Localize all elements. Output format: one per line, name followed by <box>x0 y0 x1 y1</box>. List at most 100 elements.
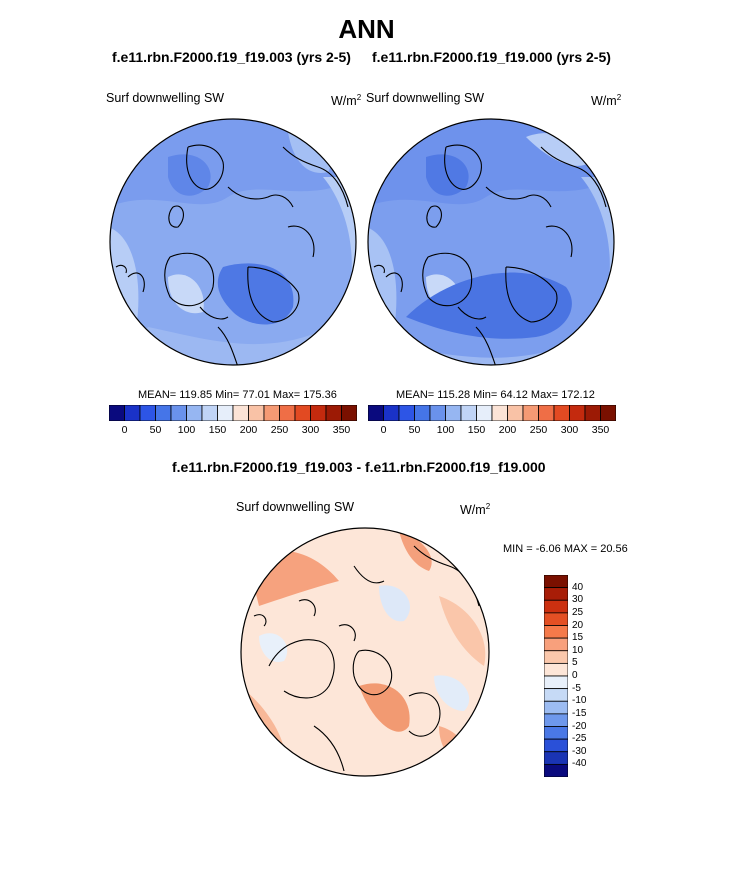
diff-colorbar-swatch <box>544 587 568 601</box>
colorbar-tick-label: 50 <box>408 424 421 436</box>
diff-colorbar-swatch <box>544 713 568 727</box>
diff-colorbar-tick-label: -25 <box>572 733 587 745</box>
colorbar-tick-label: 200 <box>498 424 517 436</box>
colorbar-swatch <box>538 405 555 421</box>
left-units-label: W/m2 <box>331 93 362 109</box>
diff-title: f.e11.rbn.F2000.f19_f19.003 - f.e11.rbn.… <box>172 459 546 475</box>
diff-shading-europe <box>359 683 410 732</box>
diff-colorbar-tick-label: 5 <box>572 657 578 669</box>
map-boundary <box>240 527 490 777</box>
colorbar-tick-label: 200 <box>239 424 258 436</box>
diff-colorbar-swatch <box>544 700 568 715</box>
diff-shading-blue-east <box>434 675 470 711</box>
colorbar-swatch <box>476 405 493 421</box>
colorbar-tick-label: 0 <box>380 424 387 436</box>
colorbar-swatch <box>600 405 616 421</box>
diff-colorbar <box>544 575 568 777</box>
map-boundary <box>367 118 615 366</box>
diff-colorbar-tick-label: 20 <box>572 619 584 631</box>
colorbar-swatch <box>491 405 508 421</box>
left-variable-label: Surf downwelling SW <box>106 91 225 105</box>
colorbar-tick-label: 150 <box>208 424 227 436</box>
colorbar-tick-label: 350 <box>591 424 610 436</box>
colorbar-tick-label: 0 <box>121 424 128 436</box>
diff-shading-north <box>399 531 432 571</box>
diff-colorbar-tick-label: 25 <box>572 606 584 618</box>
colorbar-swatch <box>248 405 265 421</box>
diff-colorbar-swatch <box>544 575 568 589</box>
diff-colorbar-swatch <box>544 751 568 765</box>
colorbar-swatch <box>124 405 141 421</box>
diff-colorbar-swatch <box>544 662 568 677</box>
colorbar-tick-label: 300 <box>560 424 579 436</box>
colorbar-swatch <box>445 405 462 421</box>
diff-colorbar-swatch <box>544 599 568 614</box>
diff-colorbar-swatch <box>544 637 568 652</box>
colorbar-swatch <box>186 405 203 421</box>
colorbar-swatch <box>569 405 586 421</box>
field-shading-pacific <box>288 132 331 173</box>
right-polar-map <box>367 118 615 366</box>
diff-colorbar-swatch <box>544 612 568 626</box>
diff-colorbar-swatch <box>544 738 568 753</box>
diff-colorbar-tick-label: -20 <box>572 720 587 732</box>
colorbar-swatch <box>522 405 539 421</box>
diff-colorbar-tick-label: -30 <box>572 745 587 757</box>
colorbar-tick-label: 300 <box>301 424 320 436</box>
colorbar-swatch <box>584 405 601 421</box>
colorbar-tick-label: 100 <box>436 424 455 436</box>
colorbar-swatch <box>383 405 400 421</box>
coastlines <box>373 144 607 365</box>
diff-colorbar-swatch <box>544 763 568 777</box>
colorbar-swatch <box>217 405 234 421</box>
colorbar-tick-label: 50 <box>149 424 162 436</box>
diff-colorbar-tick-label: 40 <box>572 581 584 593</box>
colorbar-tick-label: 250 <box>529 424 548 436</box>
colorbar-tick-label: 150 <box>467 424 486 436</box>
right-variable-label: Surf downwelling SW <box>366 91 485 105</box>
colorbar-swatch <box>263 405 280 421</box>
colorbar-tick-label: 350 <box>332 424 351 436</box>
colorbar-swatch <box>294 405 311 421</box>
diff-colorbar-tick-label: -40 <box>572 758 587 770</box>
colorbar-tick-label: 100 <box>177 424 196 436</box>
field-shading-pacific-east <box>581 177 614 297</box>
right-units-label: W/m2 <box>591 93 622 109</box>
colorbar-swatch <box>325 405 342 421</box>
colorbar-swatch <box>310 405 327 421</box>
colorbar-swatch <box>279 405 296 421</box>
diff-colorbar-tick-label: -10 <box>572 695 587 707</box>
diff-shading-blue-west <box>259 633 288 662</box>
right-stats: MEAN= 115.28 Min= 64.12 Max= 172.12 <box>396 389 595 401</box>
field-shading-pacific <box>526 133 591 166</box>
colorbar-swatch <box>139 405 156 421</box>
diff-colorbar-swatch <box>544 675 568 690</box>
right-colorbar <box>368 405 616 421</box>
coastlines <box>115 144 349 365</box>
diff-colorbar-swatch <box>544 688 568 702</box>
colorbar-swatch <box>429 405 446 421</box>
diff-colorbar-tick-label: 15 <box>572 632 584 644</box>
diff-colorbar-tick-label: 10 <box>572 644 584 656</box>
left-colorbar-ticks: 0 50 100 150 200 250 300 350 <box>109 424 357 438</box>
diff-polar-map <box>240 527 490 777</box>
colorbar-swatch <box>341 405 357 421</box>
left-stats: MEAN= 119.85 Min= 77.01 Max= 175.36 <box>138 389 337 401</box>
left-case-title: f.e11.rbn.F2000.f19_f19.003 (yrs 2-5) <box>112 49 351 65</box>
colorbar-swatch <box>368 405 384 421</box>
diff-colorbar-swatch <box>544 726 568 740</box>
diff-colorbar-tick-label: -15 <box>572 707 587 719</box>
colorbar-swatch <box>201 405 218 421</box>
diff-units-label: W/m2 <box>460 502 491 518</box>
diff-minmax: MIN = -6.06 MAX = 20.56 <box>503 543 628 555</box>
colorbar-swatch <box>398 405 415 421</box>
colorbar-tick-label: 250 <box>270 424 289 436</box>
colorbar-swatch <box>553 405 570 421</box>
diff-variable-label: Surf downwelling SW <box>236 500 355 514</box>
diff-colorbar-ticks: 40 30 25 20 15 10 5 0 -5 -10 -15 -20 -25 -30 -40 <box>572 575 612 777</box>
diff-colorbar-tick-label: 0 <box>572 670 578 681</box>
map-boundary <box>109 118 357 366</box>
colorbar-swatch <box>507 405 524 421</box>
diff-colorbar-swatch <box>544 650 568 664</box>
colorbar-swatch <box>109 405 125 421</box>
